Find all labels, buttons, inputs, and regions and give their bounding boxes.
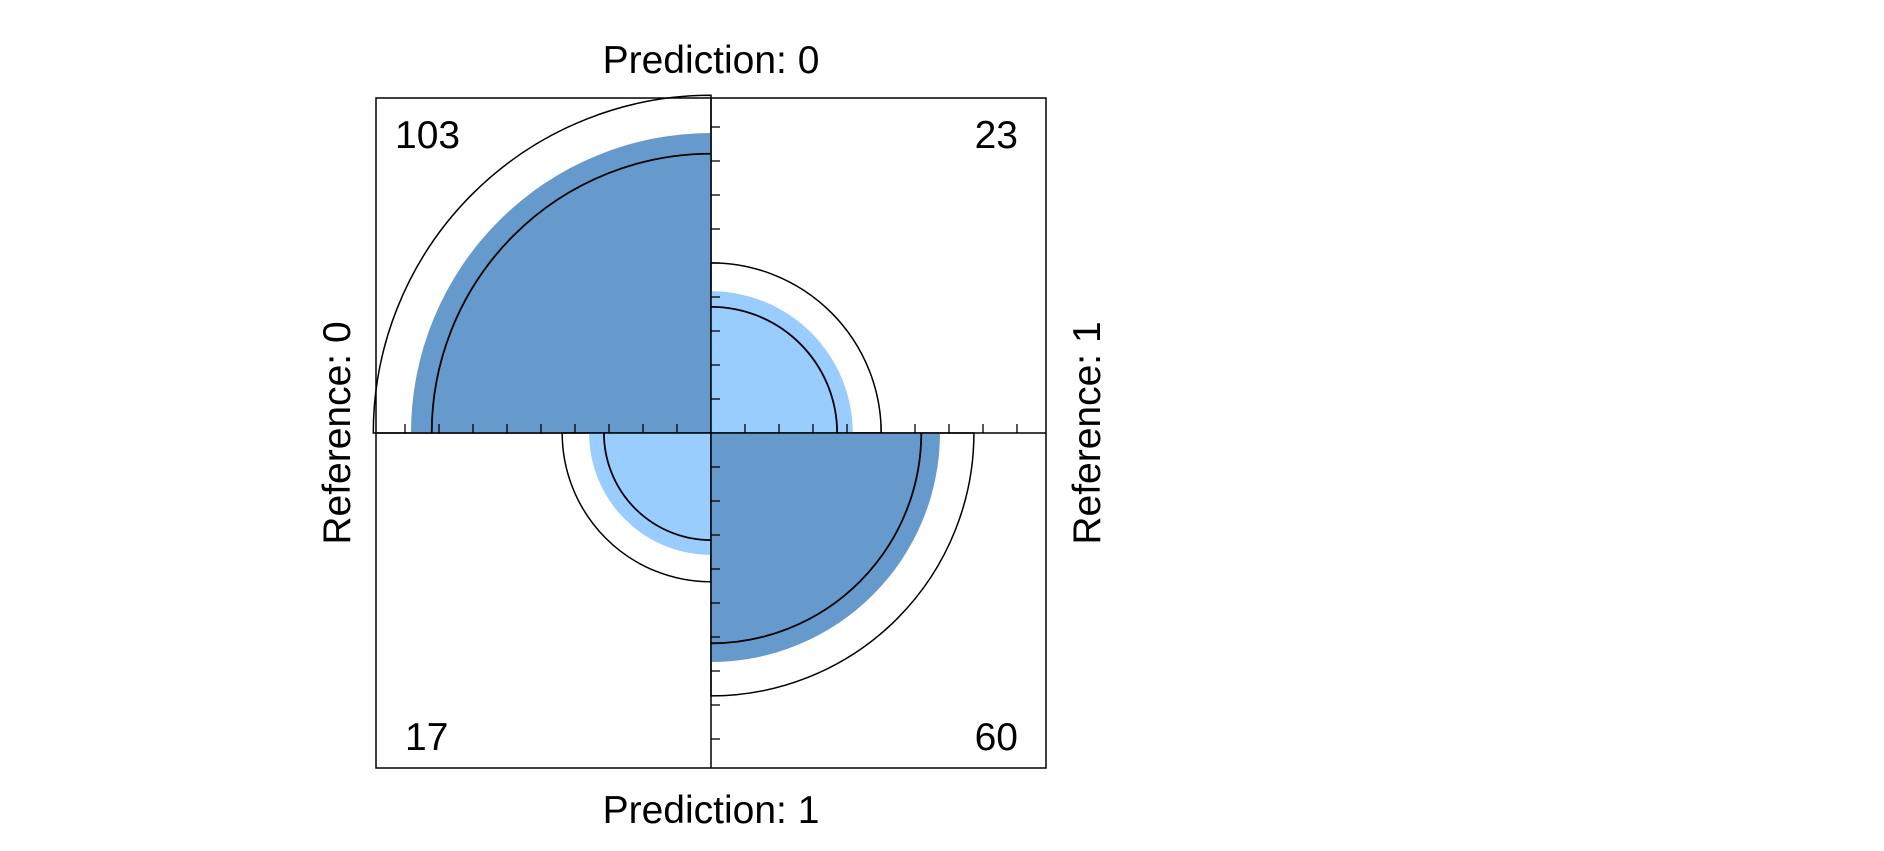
label-right: Reference: 1 <box>1066 321 1109 544</box>
label-top: Prediction: 0 <box>603 39 820 82</box>
confidence-ring-inner-top-left <box>430 152 712 434</box>
quarter-circle-top-right <box>711 291 853 433</box>
label-left: Reference: 0 <box>316 321 359 544</box>
count-top-right: 23 <box>975 114 1018 157</box>
confidence-ring-inner-bottom-left <box>603 432 712 541</box>
label-bottom: Prediction: 1 <box>603 789 820 832</box>
quarter-circle-top-left <box>411 133 711 433</box>
count-top-left: 103 <box>395 114 460 157</box>
count-bottom-right: 60 <box>975 716 1018 759</box>
confidence-ring-inner-top-right <box>710 305 839 434</box>
chart-marks <box>372 94 975 697</box>
axis-ticks <box>404 126 1018 740</box>
quarter-circle-bottom-left <box>589 433 711 555</box>
count-bottom-left: 17 <box>405 716 448 759</box>
quarter-circle-bottom-right <box>711 433 940 662</box>
confidence-ring-inner-bottom-right <box>710 432 923 645</box>
